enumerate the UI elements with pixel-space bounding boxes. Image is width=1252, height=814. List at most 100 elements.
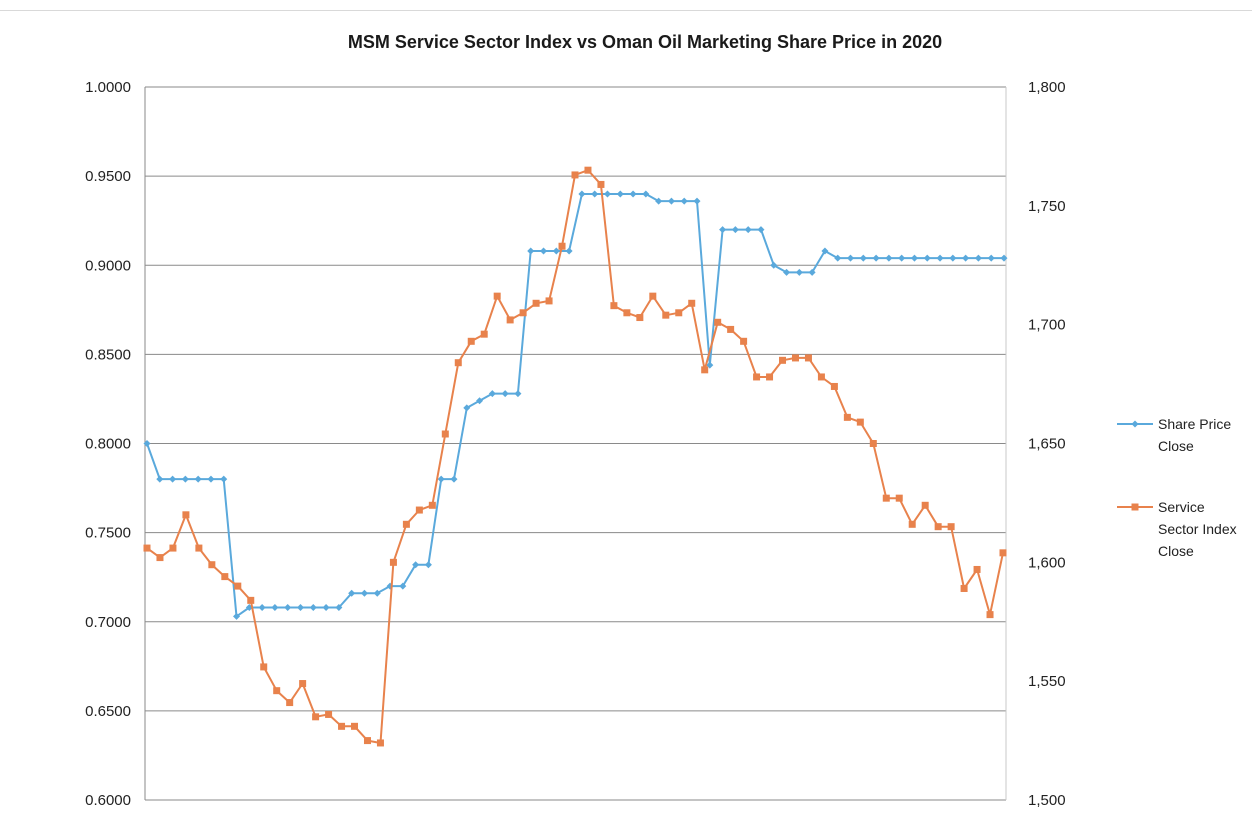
data-point [247, 596, 255, 604]
data-point [480, 330, 488, 338]
gridlines [145, 86, 1006, 801]
data-point [872, 254, 880, 262]
data-point [986, 611, 994, 619]
data-point [545, 297, 553, 305]
data-point [169, 475, 177, 483]
data-point [182, 511, 190, 519]
data-point [325, 710, 333, 718]
data-point [779, 356, 787, 364]
data-point [675, 309, 683, 317]
data-point [791, 354, 799, 362]
data-point [220, 475, 228, 483]
data-point [296, 603, 304, 611]
data-point [454, 359, 462, 367]
data-point [415, 506, 423, 514]
data-point [680, 197, 688, 205]
data-point [273, 687, 281, 695]
data-point [834, 254, 842, 262]
data-point [830, 382, 838, 390]
data-point [869, 440, 877, 447]
data-point [284, 603, 292, 611]
data-point [338, 722, 346, 730]
data-point [552, 247, 560, 255]
left-axis-ticks: 0.6000 0.6500 0.7000 0.7500 0.8000 0.8500 0.90… [85, 79, 131, 809]
data-point [688, 299, 696, 307]
data-point [714, 318, 722, 326]
data-point [234, 582, 242, 590]
data-point [467, 337, 475, 345]
data-point [753, 373, 761, 381]
data-point [207, 475, 215, 483]
left-tick-label: 0.9500 [85, 168, 131, 185]
data-point [795, 268, 803, 276]
data-point [506, 316, 514, 324]
data-point [898, 254, 906, 262]
data-point [934, 523, 942, 531]
data-point [558, 242, 566, 250]
data-point [351, 722, 359, 730]
data-point [584, 166, 592, 174]
right-tick-label: 1,800 [1028, 79, 1066, 96]
data-point [463, 404, 471, 412]
data-point [910, 254, 918, 262]
data-point [921, 501, 929, 509]
data-point [719, 226, 727, 234]
data-point [156, 554, 164, 562]
data-point [766, 373, 774, 381]
data-point [540, 247, 548, 255]
data-point [221, 573, 229, 581]
data-point [441, 430, 449, 438]
data-point [701, 366, 709, 374]
right-tick-label: 1,600 [1028, 554, 1066, 571]
data-point [348, 589, 356, 597]
data-point [923, 254, 931, 262]
data-point [389, 558, 397, 566]
data-point [847, 254, 855, 262]
right-tick-label: 1,650 [1028, 436, 1066, 453]
data-point [402, 520, 410, 528]
data-point [363, 737, 371, 745]
data-point [143, 544, 151, 552]
data-point [908, 520, 916, 528]
data-point [949, 254, 957, 262]
data-point [757, 226, 765, 234]
left-tick-label: 0.7500 [85, 525, 131, 542]
legend-marker [1131, 503, 1139, 511]
data-point [437, 475, 445, 483]
data-point [804, 354, 812, 362]
data-point [667, 197, 675, 205]
data-point [143, 440, 151, 447]
data-point [616, 190, 624, 198]
data-point [744, 226, 752, 234]
data-point [450, 475, 458, 483]
data-point [808, 268, 816, 276]
data-point [987, 254, 995, 262]
left-tick-label: 0.8500 [85, 346, 131, 363]
data-point [731, 226, 739, 234]
data-point [335, 603, 343, 611]
legend-entry: Service Sector Index Close [1117, 499, 1237, 559]
left-tick-label: 0.6000 [85, 792, 131, 809]
top-rule [0, 10, 1252, 11]
data-point [233, 612, 241, 620]
data-point [373, 589, 381, 597]
data-point [299, 680, 307, 688]
data-point [770, 261, 778, 269]
data-point [999, 549, 1007, 557]
data-point [571, 171, 579, 179]
legend-entry: Share Price Close [1117, 416, 1231, 454]
data-point [1000, 254, 1008, 262]
data-point [260, 663, 268, 671]
data-point [895, 494, 903, 502]
data-point [514, 390, 522, 398]
data-point [629, 190, 637, 198]
data-point [885, 254, 893, 262]
data-point [424, 561, 432, 569]
data-point [973, 565, 981, 573]
data-point [322, 603, 330, 611]
series-share-price [143, 190, 1008, 620]
data-point [376, 739, 384, 747]
data-point [412, 561, 420, 569]
